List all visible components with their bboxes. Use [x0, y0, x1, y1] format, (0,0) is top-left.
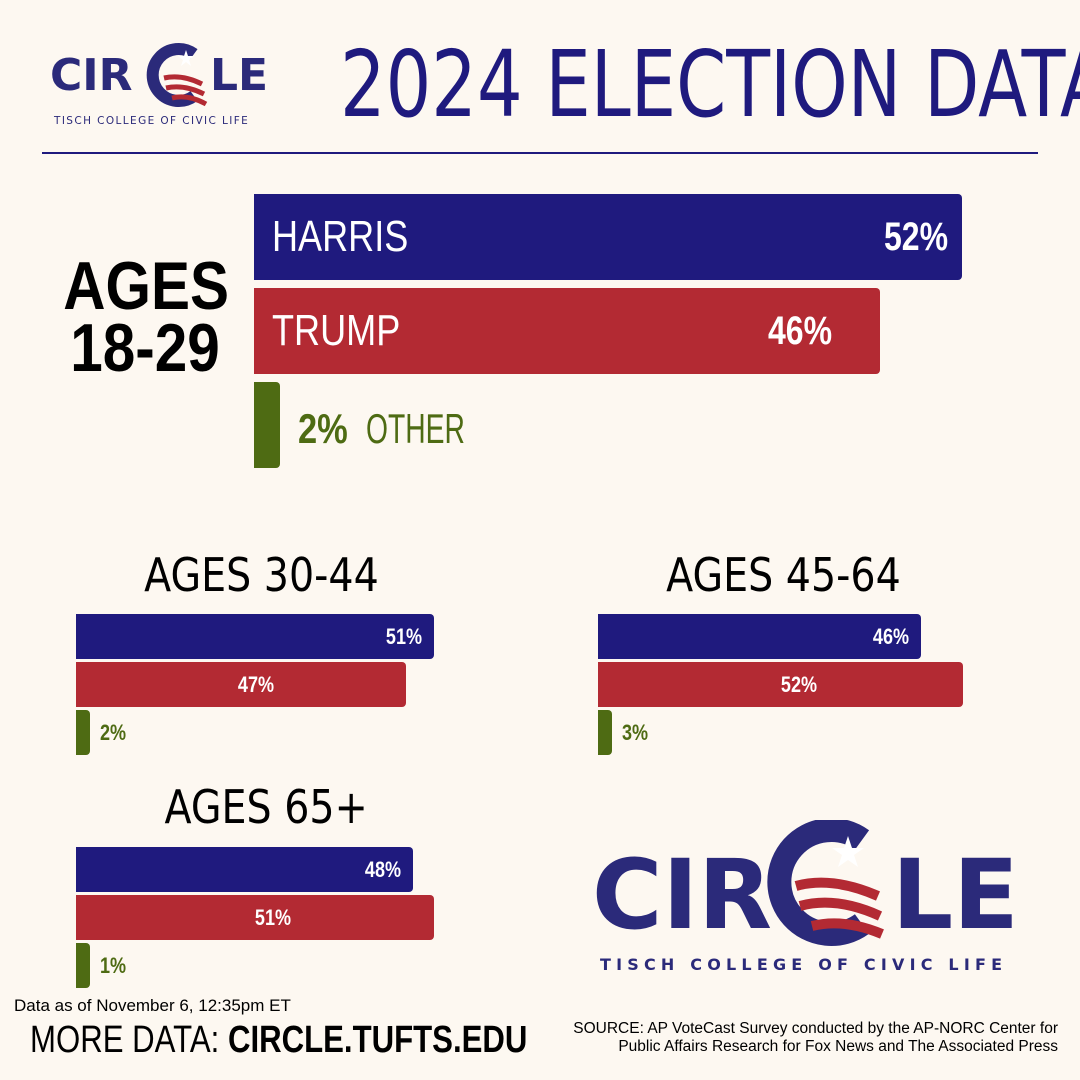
bar-harris-65-plus: 48%	[76, 847, 413, 892]
bar-trump-45-64: 52%	[598, 662, 963, 707]
logo-word-right-large: LE	[892, 839, 1019, 951]
bar-value-other-45-64: 3%	[622, 719, 649, 745]
bar-other-65-plus	[76, 943, 90, 988]
bar-value-harris-65-plus: 48%	[364, 856, 401, 882]
logo-subtitle: TISCH COLLEGE OF CIVIC LIFE	[53, 115, 249, 127]
main-age-line-2: 18-29	[70, 310, 220, 386]
main-age-line-1: AGES	[63, 248, 230, 324]
bar-value-other-18-29: 2%	[298, 405, 348, 452]
circle-logo-large: CIR LE TISCH COLLEGE OF CIVIC LIFE	[592, 820, 1019, 974]
bar-value-harris-30-44: 51%	[385, 623, 422, 649]
bar-label-harris: HARRIS	[272, 212, 409, 261]
header-divider	[42, 152, 1038, 154]
bar-value-trump-18-29: 46%	[767, 308, 832, 353]
chart-title-30-44: AGES 30-44	[143, 548, 379, 602]
bar-value-other-65-plus: 1%	[100, 952, 127, 978]
bar-value-trump-65-plus: 51%	[254, 904, 291, 930]
more-data-line: MORE DATA: CIRCLE.TUFTS.EDU	[30, 1018, 637, 1062]
logo-word-right: LE	[210, 50, 268, 101]
bar-value-trump-45-64: 52%	[780, 671, 817, 697]
bar-trump-18-29: TRUMP 46%	[254, 288, 880, 374]
page-title: 2024 ELECTION DATA	[340, 31, 1080, 138]
logo-word-left: CIR	[50, 50, 133, 101]
more-data-url[interactable]: CIRCLE.TUFTS.EDU	[227, 1018, 528, 1061]
bar-other-45-64	[598, 710, 612, 755]
source-note: SOURCE: AP VoteCast Survey conducted by …	[538, 1020, 1058, 1056]
source-line-2: Public Affairs Research for Fox News and…	[618, 1038, 1058, 1055]
logo-subtitle-large: TISCH COLLEGE OF CIVIC LIFE	[600, 955, 1007, 974]
data-timestamp: Data as of November 6, 12:35pm ET	[14, 996, 291, 1015]
bar-other-18-29	[254, 382, 280, 468]
bar-harris-18-29: HARRIS 52%	[254, 194, 962, 280]
chart-title-65-plus: AGES 65+	[164, 780, 368, 834]
circle-logo-small: CIR LE TISCH COLLEGE OF CIVIC LIFE	[50, 43, 268, 127]
bar-other-30-44	[76, 710, 90, 755]
bar-harris-45-64: 46%	[598, 614, 921, 659]
flag-c-icon	[146, 43, 208, 107]
bar-harris-30-44: 51%	[76, 614, 434, 659]
more-data-label: MORE DATA:	[30, 1018, 220, 1061]
logo-word-left-large: CIR	[592, 839, 772, 951]
bar-value-other-30-44: 2%	[100, 719, 127, 745]
bar-label-other: OTHER	[365, 405, 465, 452]
bar-label-trump: TRUMP	[272, 306, 401, 355]
main-age-label: AGES 18-29	[63, 248, 230, 386]
flag-c-icon-large	[767, 820, 884, 946]
bar-value-trump-30-44: 47%	[237, 671, 274, 697]
bar-trump-65-plus: 51%	[76, 895, 434, 940]
source-line-1: SOURCE: AP VoteCast Survey conducted by …	[573, 1020, 1058, 1037]
bar-value-harris-18-29: 52%	[883, 214, 948, 259]
chart-title-45-64: AGES 45-64	[665, 548, 901, 602]
bar-value-harris-45-64: 46%	[872, 623, 909, 649]
other-label-18-29: 2% OTHER	[298, 398, 528, 460]
bar-trump-30-44: 47%	[76, 662, 406, 707]
